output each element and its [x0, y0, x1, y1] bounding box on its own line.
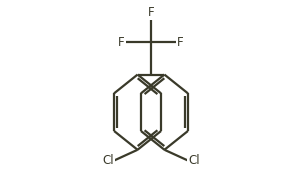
Text: F: F — [118, 36, 125, 49]
Text: F: F — [177, 36, 184, 49]
Text: F: F — [148, 6, 154, 19]
Text: Cl: Cl — [102, 154, 114, 167]
Text: Cl: Cl — [188, 154, 200, 167]
